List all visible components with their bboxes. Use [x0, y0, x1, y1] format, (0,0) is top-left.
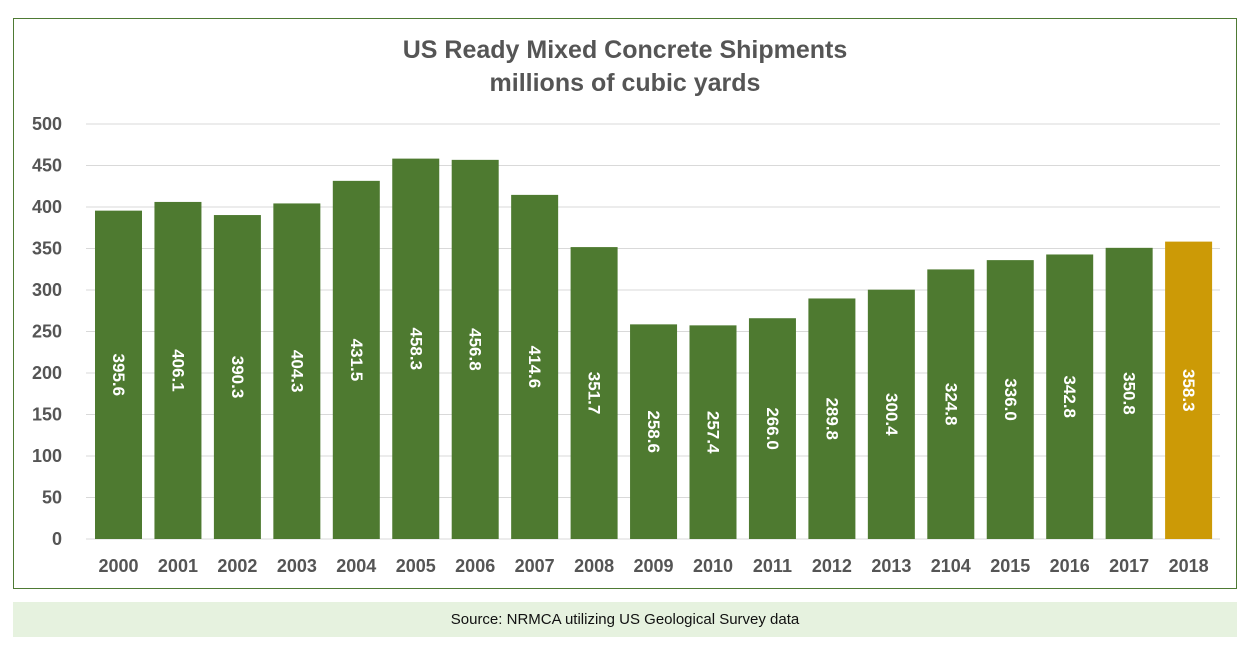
bar-2016: [1046, 254, 1094, 539]
y-tick-label: 400: [32, 197, 62, 217]
x-tick-label: 2006: [455, 556, 495, 576]
x-tick-label: 2004: [336, 556, 376, 576]
y-tick-label: 250: [32, 322, 62, 342]
data-label: 456.8: [466, 328, 485, 371]
y-tick-label: 50: [42, 488, 62, 508]
x-tick-label: 2008: [574, 556, 614, 576]
x-tick-label: 2011: [753, 556, 792, 576]
bar-2104: [927, 269, 975, 539]
bar-2018: [1165, 241, 1213, 539]
chart-frame: [13, 18, 1237, 589]
data-label: 404.3: [287, 350, 306, 393]
x-tick-label: 2001: [158, 556, 198, 576]
bar-chart: US Ready Mixed Concrete Shipments millio…: [32, 36, 1220, 576]
data-label: 390.3: [228, 356, 247, 399]
bar-2012: [808, 298, 856, 539]
data-label: 358.3: [1179, 369, 1198, 412]
x-tick-label: 2000: [98, 556, 138, 576]
y-tick-label: 300: [32, 280, 62, 300]
bar-2007: [511, 194, 559, 539]
chart-title: US Ready Mixed Concrete Shipments: [403, 36, 848, 64]
data-label: 300.4: [882, 393, 901, 436]
data-label: 414.6: [525, 346, 544, 389]
bar-2002: [213, 215, 261, 539]
data-label: 336.0: [1001, 378, 1020, 421]
x-tick-label: 2018: [1169, 556, 1209, 576]
bar-2000: [95, 210, 142, 540]
bar-2013: [867, 289, 915, 539]
y-tick-label: 350: [32, 239, 62, 259]
bar-2004: [332, 180, 380, 540]
data-label: 350.8: [1120, 372, 1139, 415]
bar-2001: [154, 201, 202, 539]
bar-2015: [986, 260, 1034, 539]
x-tick-label: 2016: [1050, 556, 1090, 576]
bar-2006: [451, 159, 499, 539]
data-label: 351.7: [585, 372, 604, 415]
data-label: 266.0: [763, 407, 782, 450]
data-label: 406.1: [168, 349, 187, 392]
data-label: 395.6: [109, 354, 128, 397]
x-tick-label: 2013: [871, 556, 911, 576]
y-tick-label: 500: [32, 114, 62, 134]
x-tick-label: 2015: [990, 556, 1030, 576]
bar-2009: [630, 324, 678, 539]
x-tick-label: 2007: [515, 556, 555, 576]
x-tick-label: 2104: [931, 556, 971, 576]
bar-2010: [689, 325, 737, 539]
x-tick-label: 2002: [217, 556, 257, 576]
data-label: 431.5: [347, 339, 366, 382]
x-tick-label: 2012: [812, 556, 852, 576]
bar-2017: [1105, 247, 1153, 539]
y-tick-label: 200: [32, 363, 62, 383]
source-note: Source: NRMCA utilizing US Geological Su…: [13, 602, 1237, 637]
x-tick-label: 2017: [1109, 556, 1149, 576]
data-label: 342.8: [1060, 375, 1079, 418]
x-tick-label: 2009: [634, 556, 674, 576]
bar-2003: [273, 203, 321, 539]
x-tick-label: 2005: [396, 556, 436, 576]
data-label: 258.6: [644, 410, 663, 453]
y-tick-label: 0: [52, 529, 62, 549]
data-label: 458.3: [406, 328, 425, 371]
x-tick-label: 2010: [693, 556, 733, 576]
bar-2011: [748, 318, 796, 539]
data-label: 324.8: [941, 383, 960, 426]
bar-2005: [392, 158, 440, 539]
bar-2008: [570, 247, 618, 540]
y-tick-label: 450: [32, 156, 62, 176]
x-tick-label: 2003: [277, 556, 317, 576]
y-tick-label: 150: [32, 405, 62, 425]
data-label: 257.4: [704, 411, 723, 454]
chart-subtitle: millions of cubic yards: [490, 69, 761, 97]
y-tick-label: 100: [32, 446, 62, 466]
data-label: 289.8: [822, 397, 841, 440]
